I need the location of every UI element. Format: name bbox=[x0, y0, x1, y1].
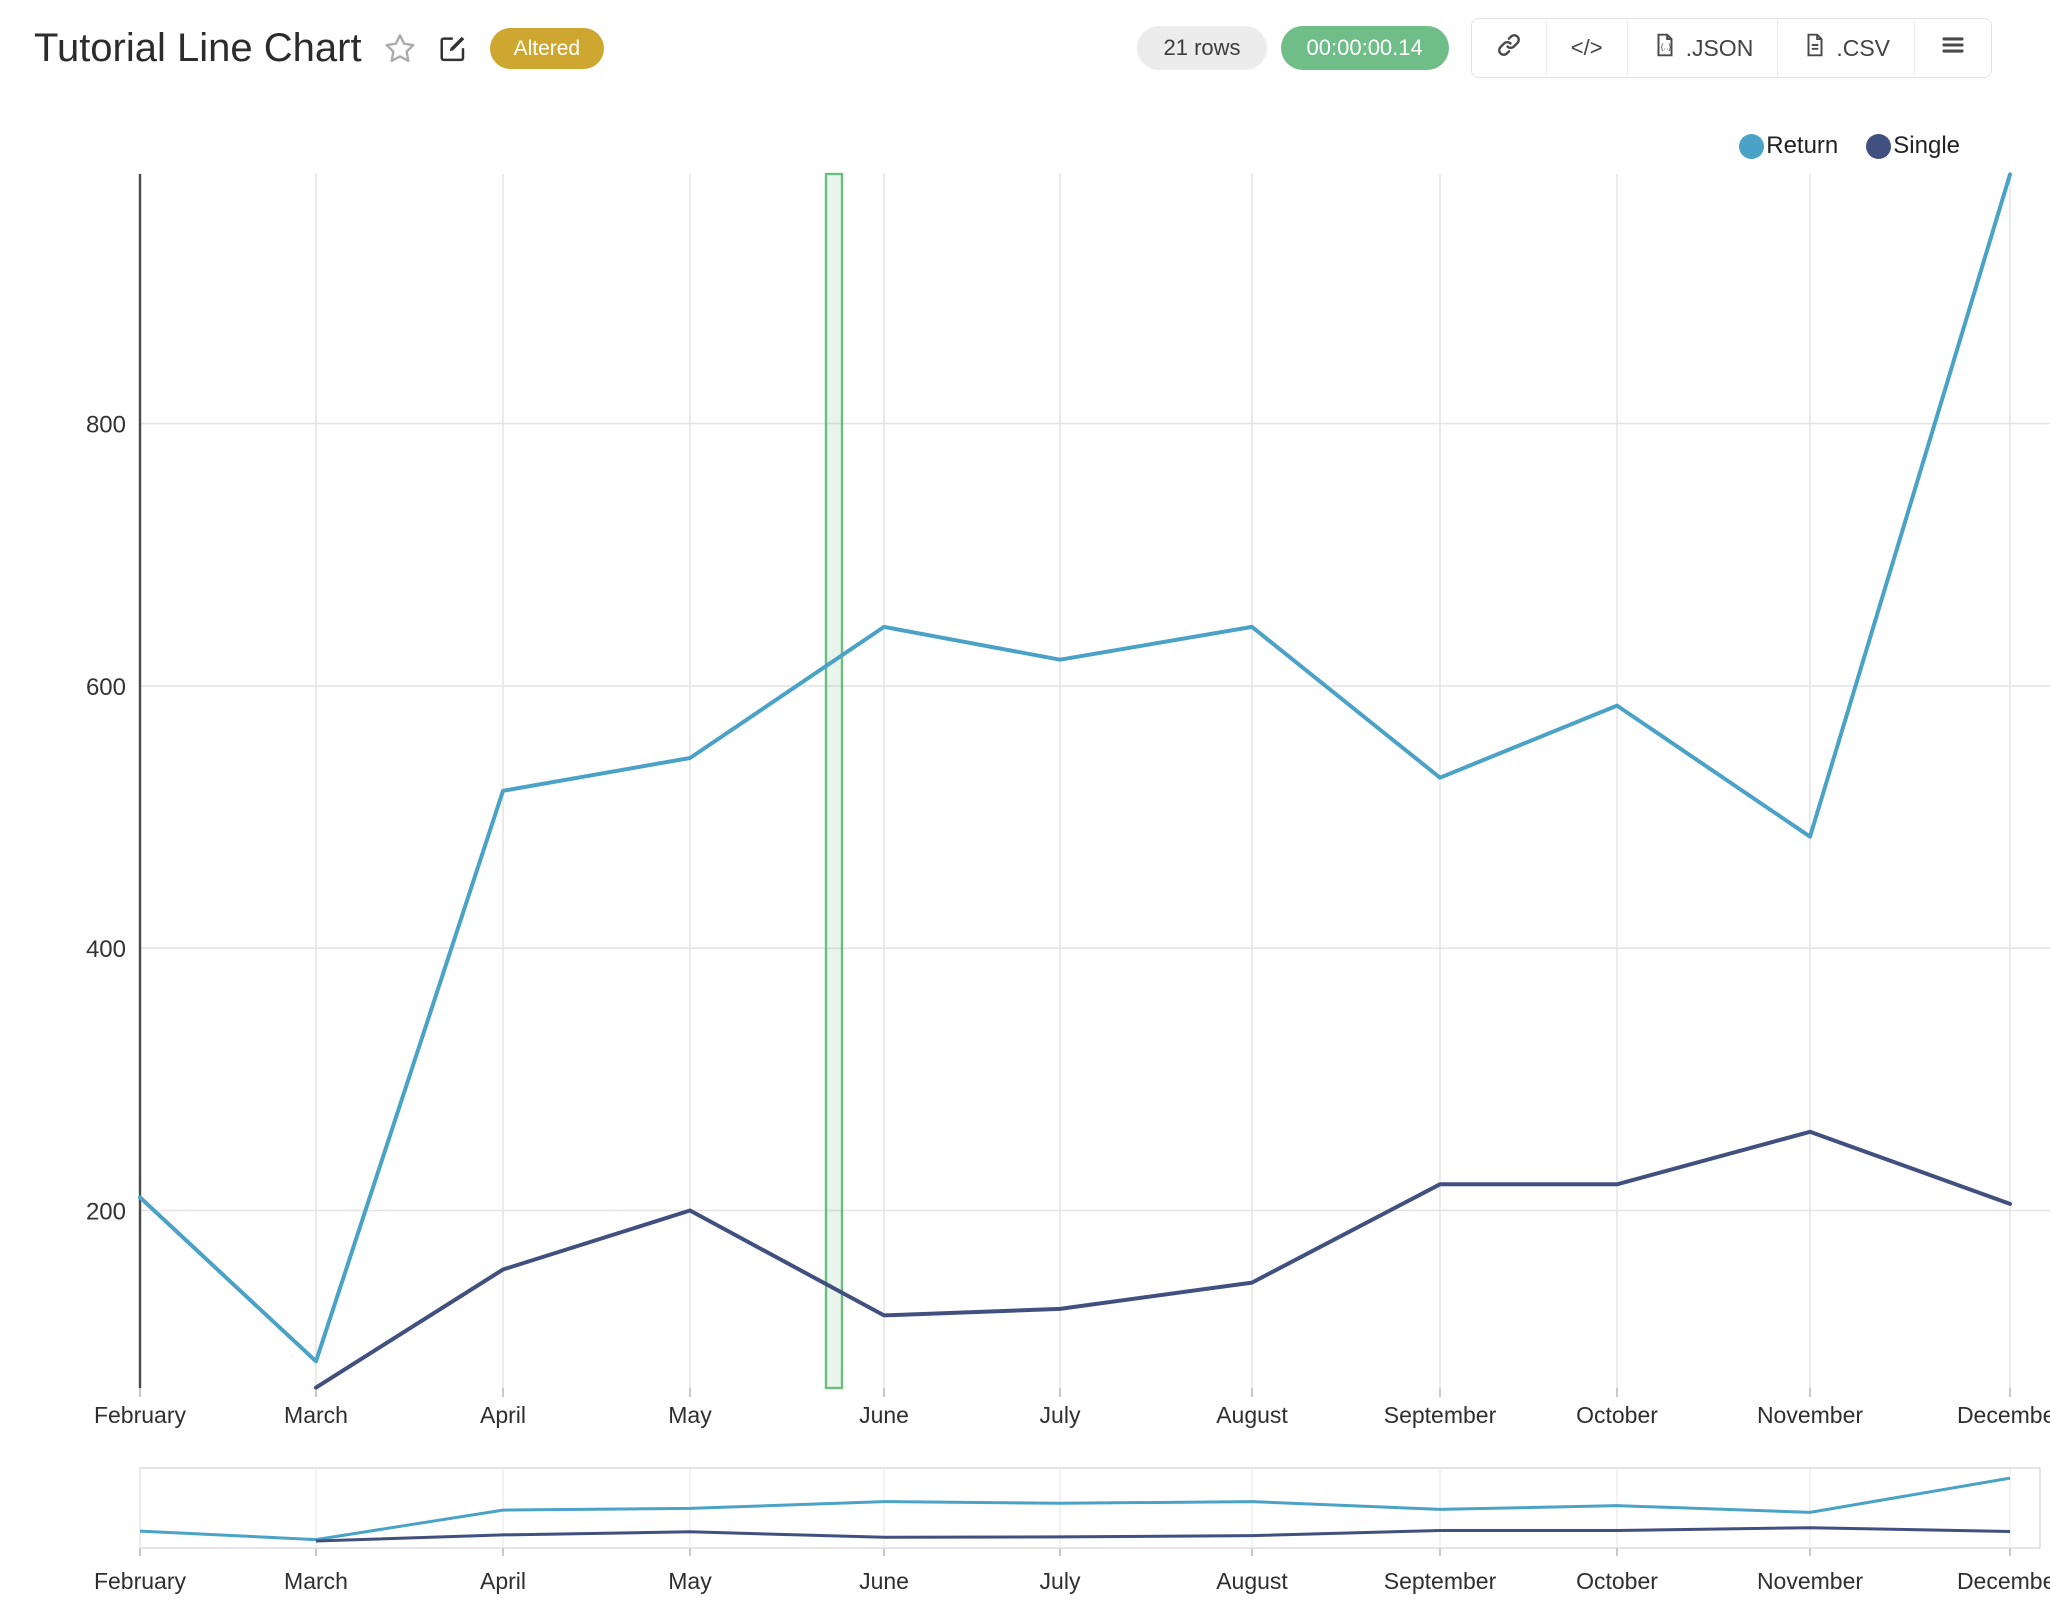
y-axis-tick-label: 800 bbox=[86, 412, 126, 439]
rangeslider-line-single bbox=[315, 1526, 2011, 1543]
x-axis-label-rangeslider: June bbox=[859, 1568, 909, 1594]
x-axis-label-main: June bbox=[859, 1402, 909, 1428]
code-brackets-icon: </> bbox=[1570, 35, 1603, 60]
favorite-star-icon[interactable] bbox=[384, 32, 416, 64]
x-axis-label-main: March bbox=[284, 1402, 348, 1428]
x-axis-label-rangeslider: July bbox=[1040, 1568, 1081, 1594]
y-axis-tick-label: 400 bbox=[86, 936, 126, 963]
rangeslider-line-return bbox=[139, 1476, 2011, 1542]
chain-link-icon bbox=[1496, 32, 1522, 64]
status-badge: Altered bbox=[489, 27, 605, 69]
x-axis-label-rangeslider: September bbox=[1384, 1568, 1497, 1594]
x-axis-label-rangeslider: October bbox=[1576, 1568, 1658, 1594]
series-line-return bbox=[138, 172, 2012, 1364]
legend-marker-single bbox=[1866, 133, 1892, 159]
x-axis-label-main: August bbox=[1216, 1402, 1288, 1428]
x-axis-label-main: May bbox=[668, 1402, 712, 1428]
x-axis-label-rangeslider: May bbox=[668, 1568, 712, 1594]
hamburger-icon bbox=[1939, 31, 1967, 65]
x-axis-label-main: December bbox=[1957, 1402, 2050, 1428]
x-axis-label-main: November bbox=[1757, 1402, 1863, 1428]
runtime-badge: 00:00:00.14 bbox=[1280, 26, 1449, 70]
link-button[interactable] bbox=[1471, 19, 1546, 77]
legend-item-single[interactable]: Single bbox=[1866, 132, 1960, 160]
menu-button[interactable] bbox=[1914, 19, 1991, 77]
x-axis-label-rangeslider: February bbox=[94, 1568, 187, 1594]
legend-item-return[interactable]: Return bbox=[1739, 132, 1838, 160]
x-axis-label-main: April bbox=[480, 1402, 526, 1428]
legend-marker-return bbox=[1739, 133, 1765, 159]
x-axis-label-rangeslider: December bbox=[1957, 1568, 2050, 1594]
annotation-band bbox=[824, 172, 844, 1390]
svg-text:{..}: {..} bbox=[1660, 41, 1671, 51]
embed-code-button[interactable]: </> bbox=[1545, 19, 1627, 77]
chart-legend: Return Single bbox=[1739, 132, 1960, 160]
y-axis-tick-label: 600 bbox=[86, 674, 126, 701]
x-axis-label-main: October bbox=[1576, 1402, 1658, 1428]
export-toolbar: </> {..} .JSON .CSV bbox=[1470, 18, 1992, 78]
x-axis-label-rangeslider: April bbox=[480, 1568, 526, 1594]
x-axis-label-main: September bbox=[1384, 1402, 1497, 1428]
legend-label-single: Single bbox=[1893, 132, 1960, 159]
x-axis-label-rangeslider: August bbox=[1216, 1568, 1288, 1594]
edit-icon[interactable] bbox=[438, 33, 468, 63]
export-csv-button[interactable]: .CSV bbox=[1777, 19, 1914, 77]
report-header: Tutorial Line Chart Altered 21 rows 00:0… bbox=[0, 0, 2050, 86]
page-title: Tutorial Line Chart bbox=[34, 25, 362, 70]
x-axis-label-main: July bbox=[1040, 1402, 1081, 1428]
x-axis-label-rangeslider: November bbox=[1757, 1568, 1863, 1594]
x-axis-label-rangeslider: March bbox=[284, 1568, 348, 1594]
row-count-badge: 21 rows bbox=[1137, 26, 1267, 70]
file-json-icon: {..} bbox=[1652, 32, 1678, 64]
export-json-button[interactable]: {..} .JSON bbox=[1626, 19, 1778, 77]
file-csv-icon bbox=[1802, 32, 1828, 64]
x-axis-label-main: February bbox=[94, 1402, 187, 1428]
series-line-single bbox=[314, 1129, 2012, 1390]
legend-label-return: Return bbox=[1766, 132, 1839, 159]
y-axis-tick-label: 200 bbox=[86, 1199, 126, 1226]
